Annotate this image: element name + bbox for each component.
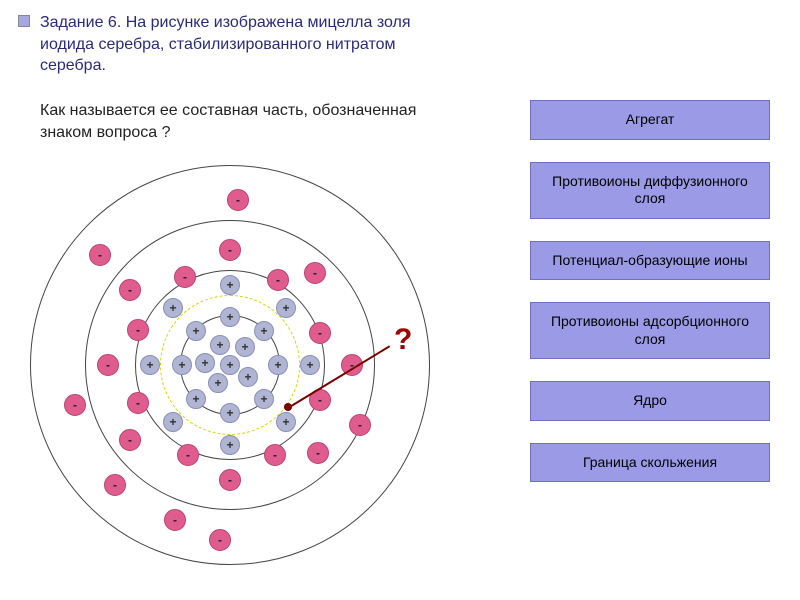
cation-icon: + [186,389,206,409]
answer-option-4[interactable]: Ядро [530,381,770,421]
anion-icon: - [309,322,331,344]
anion-icon: - [209,529,231,551]
cation-icon: + [254,321,274,341]
cation-icon: + [195,353,215,373]
anion-icon: - [97,354,119,376]
anion-icon: - [64,394,86,416]
answer-options: Агрегат Противоионы диффузионного слоя Пот… [530,100,770,482]
question-text: Как называется ее составная часть, обозн… [40,100,420,143]
cation-icon: + [208,373,228,393]
cation-icon: + [220,355,240,375]
task-title: Задание 6. На рисунке изображена мицелла… [40,12,460,77]
cation-icon: + [163,412,183,432]
anion-icon: - [267,269,289,291]
cation-icon: + [210,335,230,355]
pointer-dot [284,403,292,411]
anion-icon: - [307,442,329,464]
cation-icon: + [186,321,206,341]
cation-icon: + [238,367,258,387]
cation-icon: + [300,355,320,375]
anion-icon: - [304,262,326,284]
cation-icon: + [220,275,240,295]
cation-icon: + [220,403,240,423]
cation-icon: + [268,355,288,375]
anion-icon: - [127,319,149,341]
answer-option-5[interactable]: Граница скольжения [530,443,770,483]
anion-icon: - [119,279,141,301]
anion-icon: - [219,239,241,261]
cation-icon: + [276,412,296,432]
cation-icon: + [254,389,274,409]
anion-icon: - [104,474,126,496]
cation-icon: + [235,337,255,357]
anion-icon: - [349,414,371,436]
anion-icon: - [174,266,196,288]
anion-icon: - [127,392,149,414]
cation-icon: + [276,298,296,318]
question-mark-icon: ? [394,323,412,357]
anion-icon: - [89,244,111,266]
anion-icon: - [264,444,286,466]
cation-icon: + [140,355,160,375]
micelle-diagram: ++++++++++++++++++++++------------------… [20,155,440,575]
cation-icon: + [163,298,183,318]
anion-icon: - [227,189,249,211]
cation-icon: + [220,307,240,327]
anion-icon: - [177,444,199,466]
cation-icon: + [220,435,240,455]
anion-icon: - [219,469,241,491]
answer-option-0[interactable]: Агрегат [530,100,770,140]
answer-option-3[interactable]: Противоионы адсорбционного слоя [530,302,770,359]
bullet-square [18,15,30,27]
cation-icon: + [172,355,192,375]
anion-icon: - [164,509,186,531]
answer-option-1[interactable]: Противоионы диффузионного слоя [530,162,770,219]
anion-icon: - [119,429,141,451]
answer-option-2[interactable]: Потенциал-образующие ионы [530,241,770,281]
